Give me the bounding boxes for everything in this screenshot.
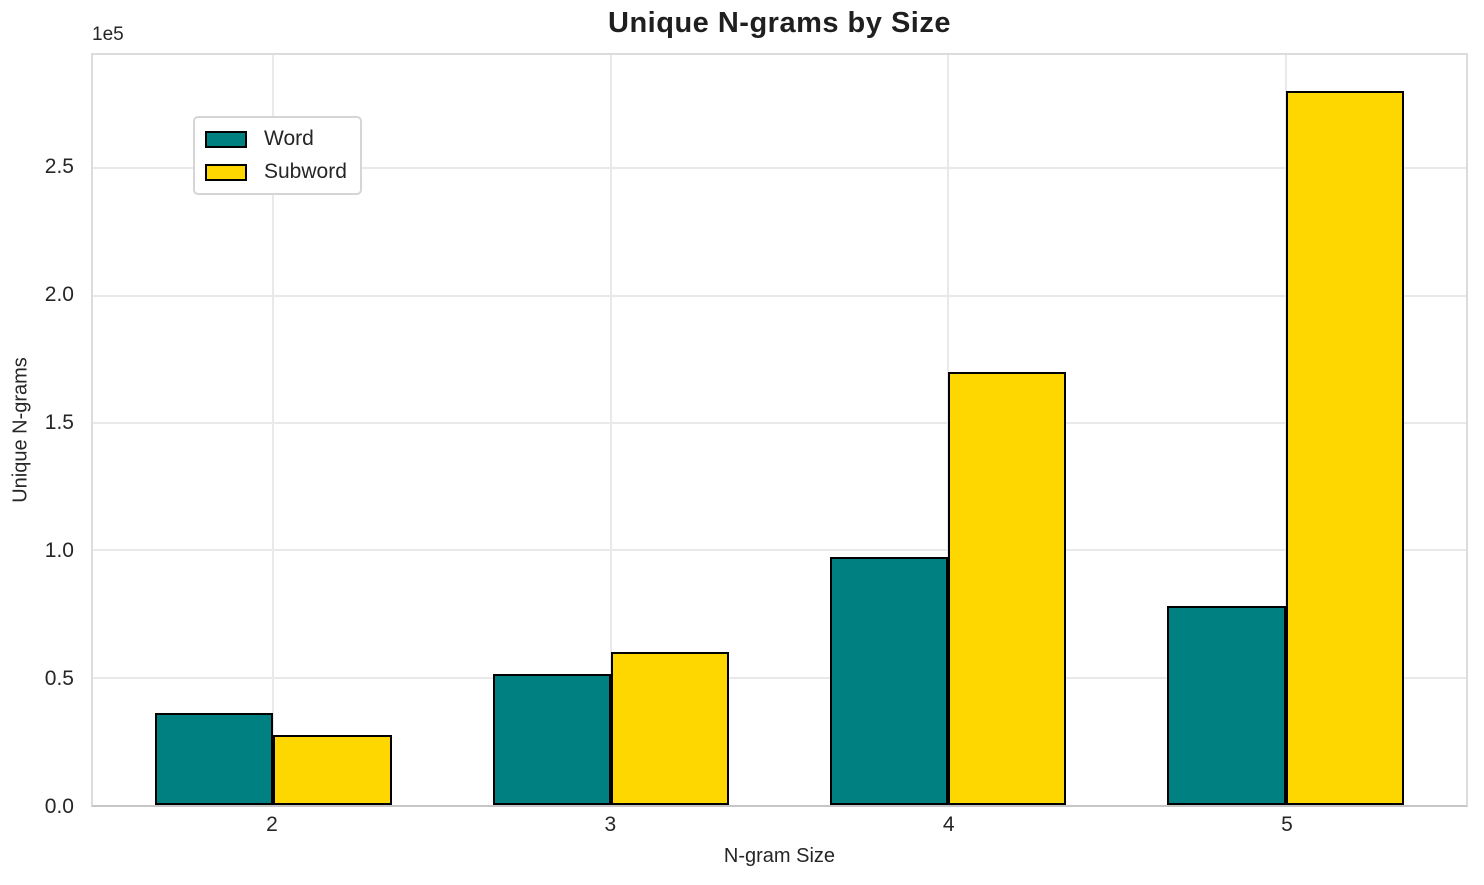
legend: Word Subword [193, 116, 362, 195]
chart-title: Unique N-grams by Size [608, 7, 951, 39]
gridline-x-2 [272, 55, 275, 805]
bar-subword-5 [1285, 90, 1404, 805]
x-axis-label: N-gram Size [723, 845, 836, 867]
plot-area: Word Subword [91, 53, 1468, 807]
bar-word-3 [492, 673, 611, 805]
gridline-y-1.5 [93, 422, 1466, 425]
y-tick-label-0.5: 0.5 [44, 666, 74, 690]
x-tick-label-2: 2 [266, 813, 278, 836]
legend-label-word: Word [264, 127, 314, 150]
y-axis: 0.0 0.5 1.0 1.5 2.0 2.5 [0, 53, 83, 818]
bar-subword-3 [610, 652, 729, 805]
x-tick-label-3: 3 [604, 813, 617, 836]
gridline-x-3 [609, 55, 612, 805]
y-axis-offset-text: 1e5 [92, 24, 124, 45]
legend-swatch-word [205, 130, 247, 148]
y-tick-label-1.5: 1.5 [44, 410, 74, 434]
x-tick-label-4: 4 [942, 813, 955, 836]
y-tick-label-2.5: 2.5 [44, 154, 74, 178]
gridline-y-0.5 [93, 676, 1466, 679]
bar-word-2 [155, 713, 274, 805]
bar-word-4 [830, 556, 949, 805]
y-tick-label-2.0: 2.0 [44, 282, 74, 306]
gridline-y-2.0 [93, 294, 1466, 297]
legend-item-word: Word [205, 127, 348, 151]
legend-label-subword: Subword [264, 160, 347, 183]
bar-subword-4 [948, 372, 1067, 805]
y-tick-label-1.0: 1.0 [44, 538, 74, 562]
legend-swatch-subword [205, 163, 247, 181]
x-axis: 2 3 4 5 [91, 811, 1468, 843]
y-tick-label-0.0: 0.0 [44, 795, 74, 818]
bar-subword-2 [273, 734, 392, 805]
legend-item-subword: Subword [205, 160, 348, 184]
gridline-y-2.5 [93, 167, 1466, 170]
x-tick-label-5: 5 [1281, 813, 1293, 836]
gridline-y-1.0 [93, 549, 1466, 552]
bar-word-5 [1167, 606, 1286, 805]
